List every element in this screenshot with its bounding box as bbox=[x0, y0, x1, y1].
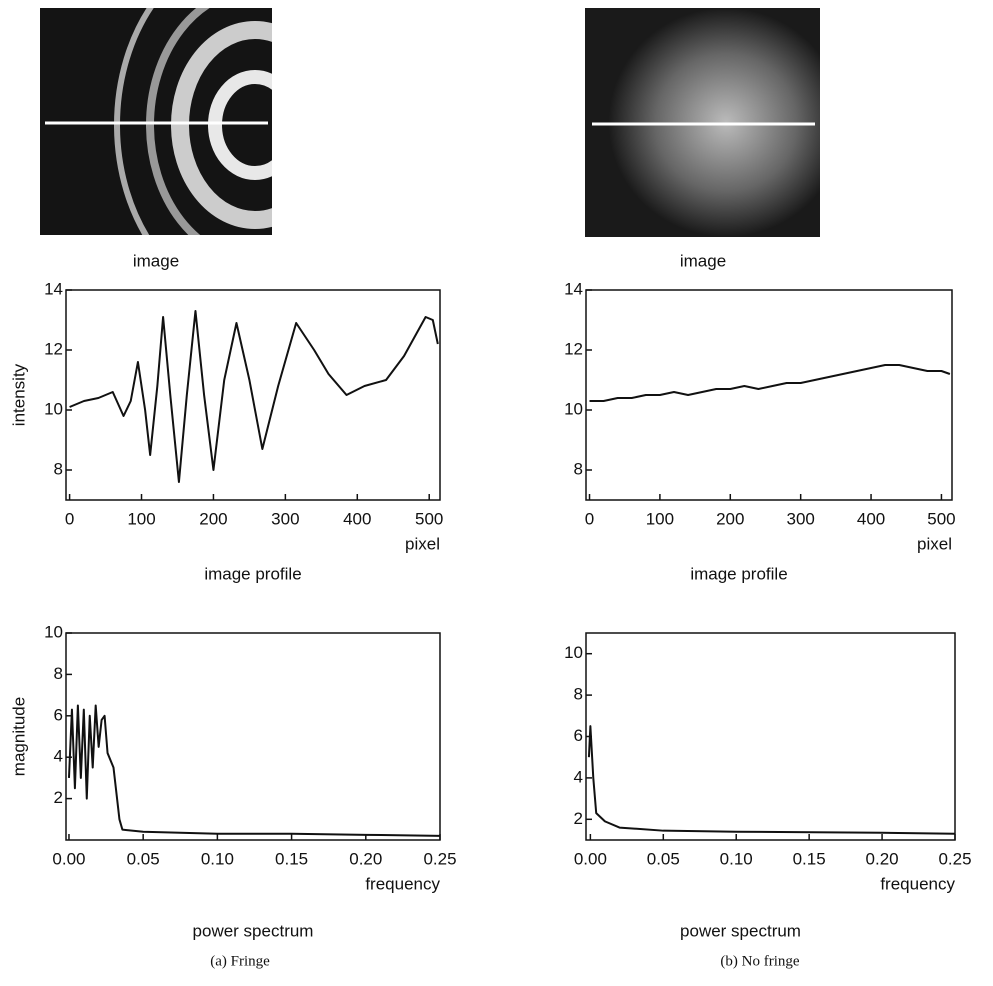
x-axis-label: frequency bbox=[880, 874, 955, 893]
chart-caption: power spectrum bbox=[680, 921, 801, 940]
y-tick-label: 10 bbox=[44, 622, 63, 641]
x-tick-label: 0.05 bbox=[647, 849, 680, 868]
y-axis-label: magnitude bbox=[9, 697, 28, 776]
plot-frame bbox=[585, 289, 953, 501]
x-axis-label: pixel bbox=[917, 534, 952, 553]
x-tick-label: 0 bbox=[65, 509, 74, 528]
x-tick-label: 0.25 bbox=[423, 849, 456, 868]
y-axis-label: intensity bbox=[9, 363, 28, 426]
x-axis-label: frequency bbox=[365, 874, 440, 893]
y-tick-label: 10 bbox=[44, 399, 63, 418]
y-tick-label: 14 bbox=[44, 279, 63, 298]
y-tick-label: 14 bbox=[564, 279, 583, 298]
image-caption: image bbox=[680, 251, 726, 270]
y-tick-label: 2 bbox=[54, 788, 63, 807]
x-tick-label: 300 bbox=[786, 509, 814, 528]
fringe-image bbox=[40, 8, 272, 235]
x-tick-label: 0.15 bbox=[793, 849, 826, 868]
x-tick-label: 300 bbox=[271, 509, 299, 528]
x-tick-label: 0.20 bbox=[866, 849, 899, 868]
x-tick-label: 200 bbox=[716, 509, 744, 528]
x-axis-label: pixel bbox=[405, 534, 440, 553]
chart-caption: power spectrum bbox=[193, 921, 314, 940]
y-tick-label: 8 bbox=[54, 664, 63, 683]
y-tick-label: 10 bbox=[564, 399, 583, 418]
x-tick-label: 0 bbox=[585, 509, 594, 528]
x-tick-label: 0.20 bbox=[349, 849, 382, 868]
y-tick-label: 8 bbox=[574, 685, 583, 704]
y-tick-label: 4 bbox=[54, 747, 63, 766]
x-tick-label: 0.10 bbox=[720, 849, 753, 868]
x-tick-label: 500 bbox=[927, 509, 955, 528]
image-caption: image bbox=[133, 251, 179, 270]
x-tick-label: 0.25 bbox=[938, 849, 971, 868]
chart-caption: image profile bbox=[204, 564, 301, 583]
y-tick-label: 6 bbox=[54, 705, 63, 724]
data-line bbox=[67, 704, 441, 837]
x-tick-label: 0.00 bbox=[52, 849, 85, 868]
x-tick-label: 400 bbox=[343, 509, 371, 528]
x-tick-label: 200 bbox=[199, 509, 227, 528]
x-tick-label: 0.00 bbox=[574, 849, 607, 868]
y-tick-label: 12 bbox=[564, 339, 583, 358]
x-tick-label: 0.10 bbox=[201, 849, 234, 868]
plot-frame bbox=[65, 289, 441, 501]
y-tick-label: 2 bbox=[574, 809, 583, 828]
y-tick-label: 6 bbox=[574, 726, 583, 745]
x-tick-label: 500 bbox=[415, 509, 443, 528]
y-tick-label: 8 bbox=[574, 459, 583, 478]
plot-frame bbox=[585, 632, 956, 841]
x-tick-label: 100 bbox=[646, 509, 674, 528]
chart-caption: image profile bbox=[690, 564, 787, 583]
y-tick-label: 4 bbox=[574, 767, 583, 786]
x-tick-label: 0.15 bbox=[275, 849, 308, 868]
x-tick-label: 0.05 bbox=[127, 849, 160, 868]
y-tick-label: 10 bbox=[564, 643, 583, 662]
plot-frame bbox=[65, 632, 441, 841]
y-tick-label: 8 bbox=[54, 459, 63, 478]
y-tick-label: 12 bbox=[44, 339, 63, 358]
panel-caption: (b) No fringe bbox=[720, 953, 799, 969]
data-line bbox=[69, 310, 439, 483]
panel-caption: (a) Fringe bbox=[210, 953, 270, 969]
data-line bbox=[587, 725, 956, 835]
no-fringe-image bbox=[585, 8, 820, 237]
x-tick-label: 400 bbox=[857, 509, 885, 528]
data-line bbox=[589, 364, 951, 402]
x-tick-label: 100 bbox=[127, 509, 155, 528]
